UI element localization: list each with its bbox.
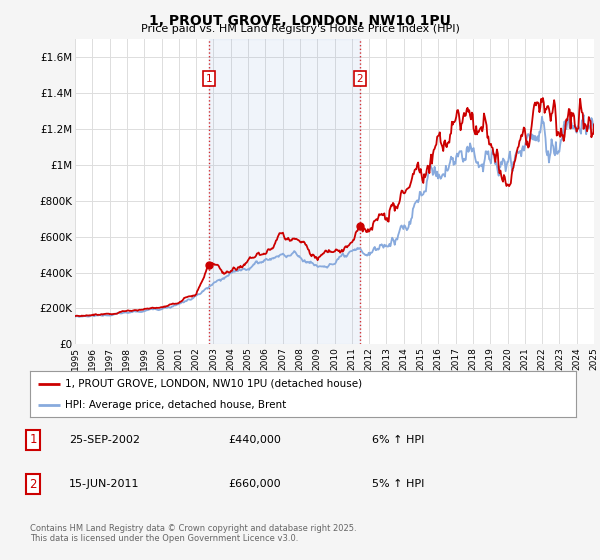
Text: 1, PROUT GROVE, LONDON, NW10 1PU: 1, PROUT GROVE, LONDON, NW10 1PU [149,14,451,28]
Text: 2: 2 [29,478,37,491]
Text: 25-SEP-2002: 25-SEP-2002 [69,435,140,445]
Text: 6% ↑ HPI: 6% ↑ HPI [372,435,424,445]
Text: £440,000: £440,000 [228,435,281,445]
Text: Contains HM Land Registry data © Crown copyright and database right 2025.
This d: Contains HM Land Registry data © Crown c… [30,524,356,543]
Text: 15-JUN-2011: 15-JUN-2011 [69,479,139,489]
Text: 5% ↑ HPI: 5% ↑ HPI [372,479,424,489]
Text: £660,000: £660,000 [228,479,281,489]
Text: Price paid vs. HM Land Registry's House Price Index (HPI): Price paid vs. HM Land Registry's House … [140,24,460,34]
Text: HPI: Average price, detached house, Brent: HPI: Average price, detached house, Bren… [65,400,287,410]
Text: 2: 2 [356,74,363,83]
Text: 1: 1 [205,74,212,83]
Text: 1: 1 [29,433,37,446]
Bar [209,39,359,344]
Text: 1, PROUT GROVE, LONDON, NW10 1PU (detached house): 1, PROUT GROVE, LONDON, NW10 1PU (detach… [65,379,362,389]
